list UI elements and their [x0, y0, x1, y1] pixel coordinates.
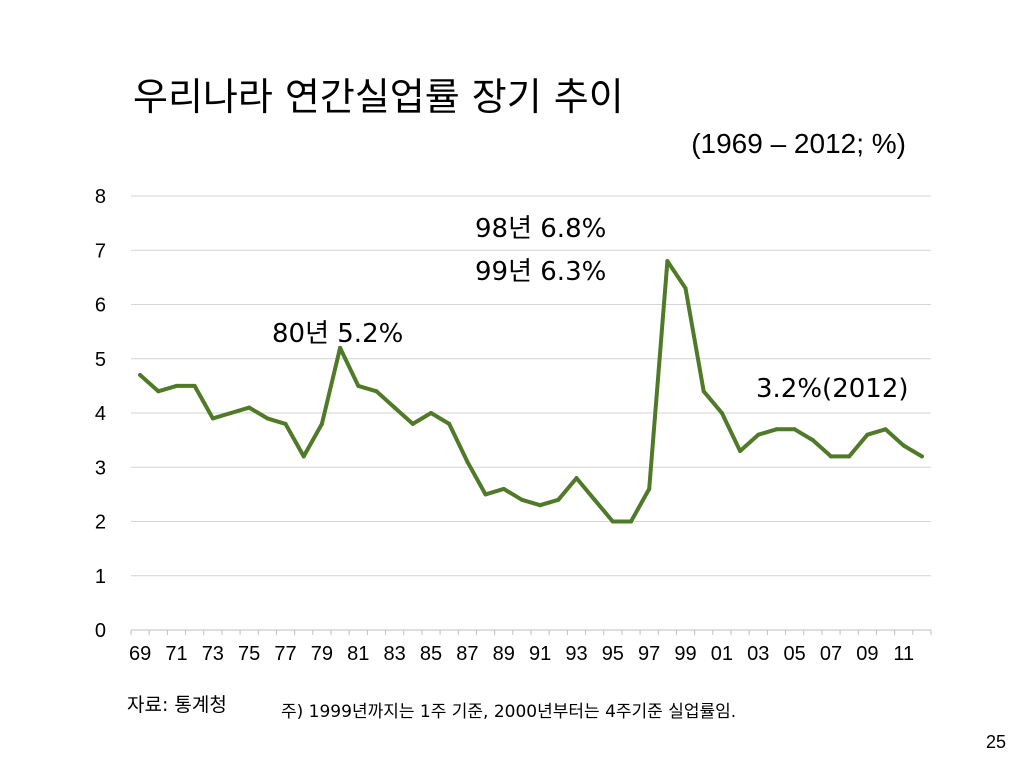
x-tick-label: 77: [274, 643, 296, 665]
x-tick-label: 71: [165, 643, 187, 665]
slide-title: 우리나라 연간실업률 장기 추이: [133, 75, 624, 119]
chart-subtitle: (1969 – 2012; %): [691, 128, 906, 159]
footnote: 주) 1999년까지는 1주 기준, 2000년부터는 4주기준 실업률임.: [281, 702, 737, 722]
x-tick-label: 85: [420, 643, 442, 665]
data-point-2002: [738, 448, 743, 453]
data-source: 자료: 통계청: [127, 694, 227, 716]
data-point-2000: [701, 389, 706, 394]
data-point-2003: [756, 432, 761, 437]
data-point-2011: [901, 443, 906, 448]
x-tick-label: 83: [384, 643, 406, 665]
series-line-0: [138, 259, 924, 524]
y-tick-label: 5: [95, 349, 106, 371]
y-tick-label: 3: [95, 457, 106, 479]
y-tick-label: 2: [95, 512, 106, 534]
data-point-1995: [610, 519, 615, 524]
annotation-2012: 3.2%(2012): [756, 374, 909, 404]
x-tick-label: 87: [456, 643, 478, 665]
data-point-1994: [592, 497, 597, 502]
data-point-1992: [556, 497, 561, 502]
x-tick-label: 11: [893, 643, 914, 665]
data-point-2009: [865, 432, 870, 437]
data-point-2004: [774, 427, 779, 432]
x-tick-label: 75: [238, 643, 260, 665]
data-point-2010: [883, 427, 888, 432]
data-point-2007: [829, 454, 833, 459]
series-layer: [138, 259, 924, 524]
x-tick-label: 95: [602, 643, 624, 665]
x-tick-label: 99: [674, 643, 696, 665]
data-point-1997: [647, 486, 652, 491]
data-point-1972: [192, 383, 197, 388]
data-point-1990: [519, 497, 524, 502]
data-point-1977: [283, 421, 288, 426]
data-point-2006: [810, 438, 815, 443]
y-tick-label: 6: [95, 295, 106, 317]
data-point-1986: [447, 421, 452, 426]
data-point-2001: [719, 411, 724, 415]
data-point-1991: [538, 503, 543, 508]
data-point-1970: [156, 389, 161, 394]
x-tick-label: 05: [784, 643, 806, 665]
x-tick-label: 01: [711, 643, 733, 665]
data-point-1973: [210, 416, 215, 421]
data-point-1999: [683, 286, 688, 291]
x-tick-label: 03: [747, 643, 769, 665]
annotation-1999: 99년 6.3%: [475, 257, 606, 287]
data-point-1996: [629, 519, 633, 524]
data-point-1979: [319, 421, 324, 426]
y-tick-labels: 0 1 2 3 4 5 6 7 8: [95, 186, 106, 642]
x-tick-label: 93: [565, 643, 587, 665]
data-point-1993: [574, 476, 579, 481]
annotation-layer: 80년 5.2% 98년 6.8% 99년 6.3% 3.2%(2012): [272, 214, 909, 404]
y-tick-label: 7: [95, 240, 106, 262]
data-point-1981: [356, 383, 361, 388]
x-tick-label: 07: [820, 643, 842, 665]
x-tick-label: 81: [347, 643, 369, 665]
data-point-1969: [138, 373, 143, 378]
x-tick-labels: 69 71 73 75 77 79 81 83 85 87 89 91 93 95 97 99 01 03 05 07…: [129, 643, 914, 665]
data-point-2008: [847, 454, 852, 459]
data-point-1980: [338, 345, 343, 350]
x-tick-label: 73: [202, 643, 224, 665]
x-tick-label: 09: [856, 643, 878, 665]
data-point-1982: [374, 389, 379, 394]
y-tick-label: 0: [95, 620, 106, 642]
data-point-1988: [483, 492, 488, 497]
data-point-2012: [919, 454, 924, 459]
x-tick-label: 97: [638, 643, 660, 665]
data-point-1983: [392, 405, 397, 410]
data-point-1978: [301, 454, 306, 459]
grid-lines: [130, 195, 932, 635]
data-point-1985: [429, 411, 433, 415]
page-number: 25: [985, 732, 1006, 752]
y-tick-label: 1: [95, 566, 106, 588]
annotation-1980: 80년 5.2%: [272, 319, 403, 349]
y-tick-label: 4: [95, 403, 106, 425]
data-point-1998: [665, 259, 670, 264]
data-point-1987: [465, 459, 470, 464]
data-point-2005: [792, 427, 797, 432]
data-point-1975: [247, 405, 252, 410]
data-point-1984: [410, 421, 415, 426]
data-point-1971: [174, 383, 179, 388]
x-tick-label: 89: [493, 643, 515, 665]
x-tick-label: 91: [529, 643, 551, 665]
y-tick-label: 8: [95, 186, 106, 208]
data-point-1976: [265, 416, 270, 421]
data-point-1989: [501, 486, 506, 491]
data-point-1974: [229, 411, 233, 415]
x-tick-label: 69: [129, 643, 151, 665]
annotation-1998: 98년 6.8%: [475, 214, 606, 244]
x-tick-label: 79: [311, 643, 333, 665]
